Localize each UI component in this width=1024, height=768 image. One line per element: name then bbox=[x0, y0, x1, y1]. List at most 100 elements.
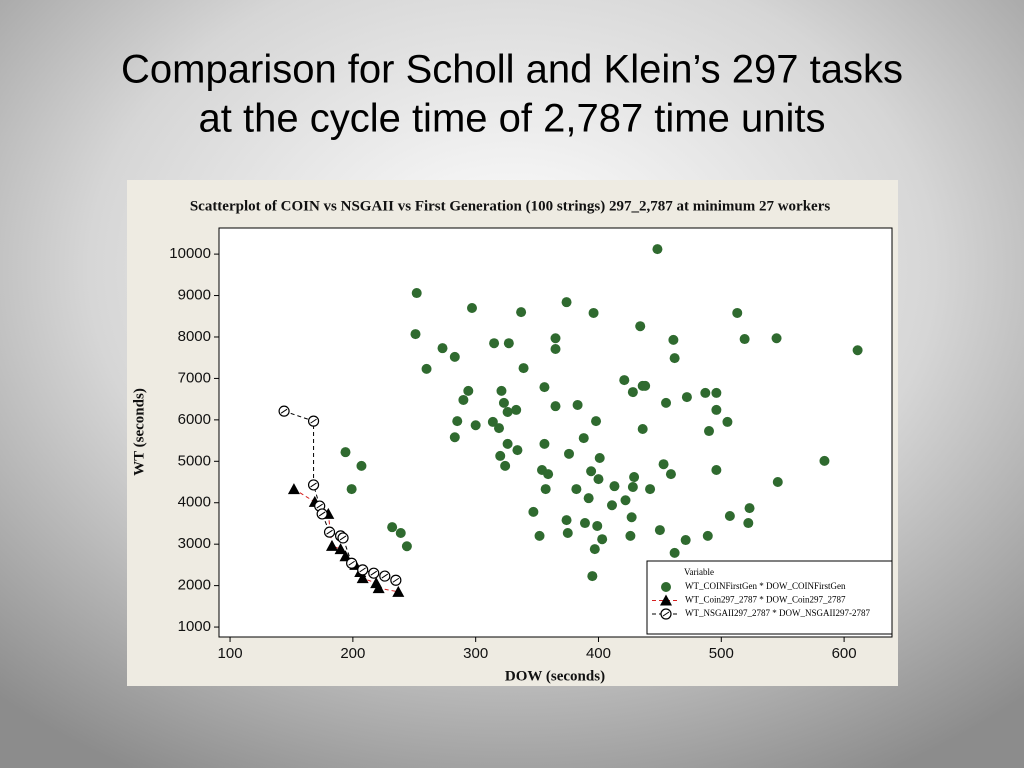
y-tick-label: 2000 bbox=[178, 577, 211, 594]
y-tick-label: 7000 bbox=[178, 369, 211, 386]
point bbox=[346, 484, 357, 495]
point bbox=[588, 307, 599, 318]
point bbox=[711, 404, 722, 415]
point bbox=[658, 459, 669, 470]
point bbox=[704, 426, 715, 437]
point bbox=[586, 466, 597, 477]
point bbox=[739, 334, 750, 345]
point bbox=[387, 522, 398, 533]
point bbox=[452, 416, 463, 427]
point bbox=[498, 397, 509, 408]
point bbox=[640, 380, 651, 391]
point bbox=[463, 385, 474, 396]
point bbox=[372, 582, 385, 594]
point bbox=[724, 510, 735, 521]
point bbox=[437, 343, 448, 354]
point bbox=[466, 302, 477, 313]
legend-label: WT_COINFirstGen * DOW_COINFirstGen bbox=[685, 581, 846, 591]
legend-title: Variable bbox=[684, 567, 714, 577]
slide-title-line: at the cycle time of 2,787 time units bbox=[199, 97, 826, 141]
point bbox=[356, 572, 369, 584]
point bbox=[411, 288, 422, 299]
point bbox=[410, 329, 421, 340]
y-tick-label: 9000 bbox=[178, 287, 211, 304]
point bbox=[711, 387, 722, 398]
point bbox=[550, 333, 561, 344]
point bbox=[323, 526, 336, 538]
point-center bbox=[662, 611, 670, 617]
point bbox=[561, 515, 572, 526]
point bbox=[592, 520, 603, 531]
point-center bbox=[339, 535, 347, 541]
point bbox=[578, 433, 589, 444]
point bbox=[489, 338, 500, 349]
legend-label: WT_NSGAII297_2787 * DOW_NSGAII297-2787 bbox=[685, 608, 870, 618]
point bbox=[518, 363, 529, 374]
point bbox=[562, 527, 573, 538]
point-center bbox=[359, 567, 366, 573]
point bbox=[660, 594, 672, 606]
point bbox=[511, 404, 522, 415]
point-center bbox=[326, 529, 333, 535]
point bbox=[625, 530, 636, 541]
point bbox=[627, 387, 638, 398]
point bbox=[661, 397, 672, 408]
x-tick-label: 500 bbox=[709, 645, 734, 662]
point bbox=[620, 495, 631, 506]
point bbox=[681, 392, 692, 403]
point bbox=[340, 447, 351, 458]
point bbox=[307, 415, 320, 427]
point bbox=[512, 445, 523, 456]
point bbox=[392, 585, 405, 597]
point bbox=[449, 432, 460, 443]
legend-box bbox=[646, 560, 893, 635]
point bbox=[534, 530, 545, 541]
point bbox=[637, 423, 648, 434]
legend-label: WT_Coin297_2787 * DOW_Coin297_2787 bbox=[685, 595, 846, 605]
point bbox=[502, 406, 513, 417]
point bbox=[722, 416, 733, 427]
point bbox=[339, 550, 352, 562]
point bbox=[627, 481, 638, 492]
point bbox=[543, 469, 554, 480]
point bbox=[772, 477, 783, 488]
point bbox=[325, 539, 338, 551]
y-tick-label: 4000 bbox=[178, 494, 211, 511]
point bbox=[589, 544, 600, 555]
point bbox=[660, 608, 672, 620]
point bbox=[550, 401, 561, 412]
point-center bbox=[310, 482, 317, 488]
point-center bbox=[316, 503, 323, 509]
point bbox=[496, 385, 507, 396]
point bbox=[421, 363, 432, 374]
x-tick-label: 100 bbox=[218, 645, 243, 662]
point bbox=[561, 297, 572, 308]
point bbox=[680, 535, 691, 546]
point-center bbox=[381, 573, 389, 579]
point-center bbox=[348, 560, 355, 566]
point bbox=[368, 567, 380, 579]
point bbox=[852, 345, 863, 356]
point bbox=[645, 484, 656, 495]
point bbox=[539, 382, 550, 393]
point bbox=[700, 387, 711, 398]
point bbox=[743, 518, 754, 529]
x-tick-label: 400 bbox=[586, 645, 611, 662]
point bbox=[316, 508, 328, 520]
point-center bbox=[392, 577, 400, 583]
point bbox=[571, 484, 582, 495]
x-tick-label: 200 bbox=[340, 645, 365, 662]
point bbox=[287, 483, 300, 495]
point bbox=[591, 416, 602, 427]
point bbox=[597, 534, 608, 545]
point bbox=[503, 338, 514, 349]
y-tick-label: 3000 bbox=[178, 535, 211, 552]
legend: Variable WT_COINFirstGen * DOW_COINFirstG… bbox=[646, 560, 893, 635]
point bbox=[278, 405, 290, 417]
point bbox=[609, 481, 620, 492]
point bbox=[564, 448, 575, 459]
point bbox=[458, 394, 469, 405]
y-tick-label: 6000 bbox=[178, 411, 211, 428]
point bbox=[771, 333, 782, 344]
